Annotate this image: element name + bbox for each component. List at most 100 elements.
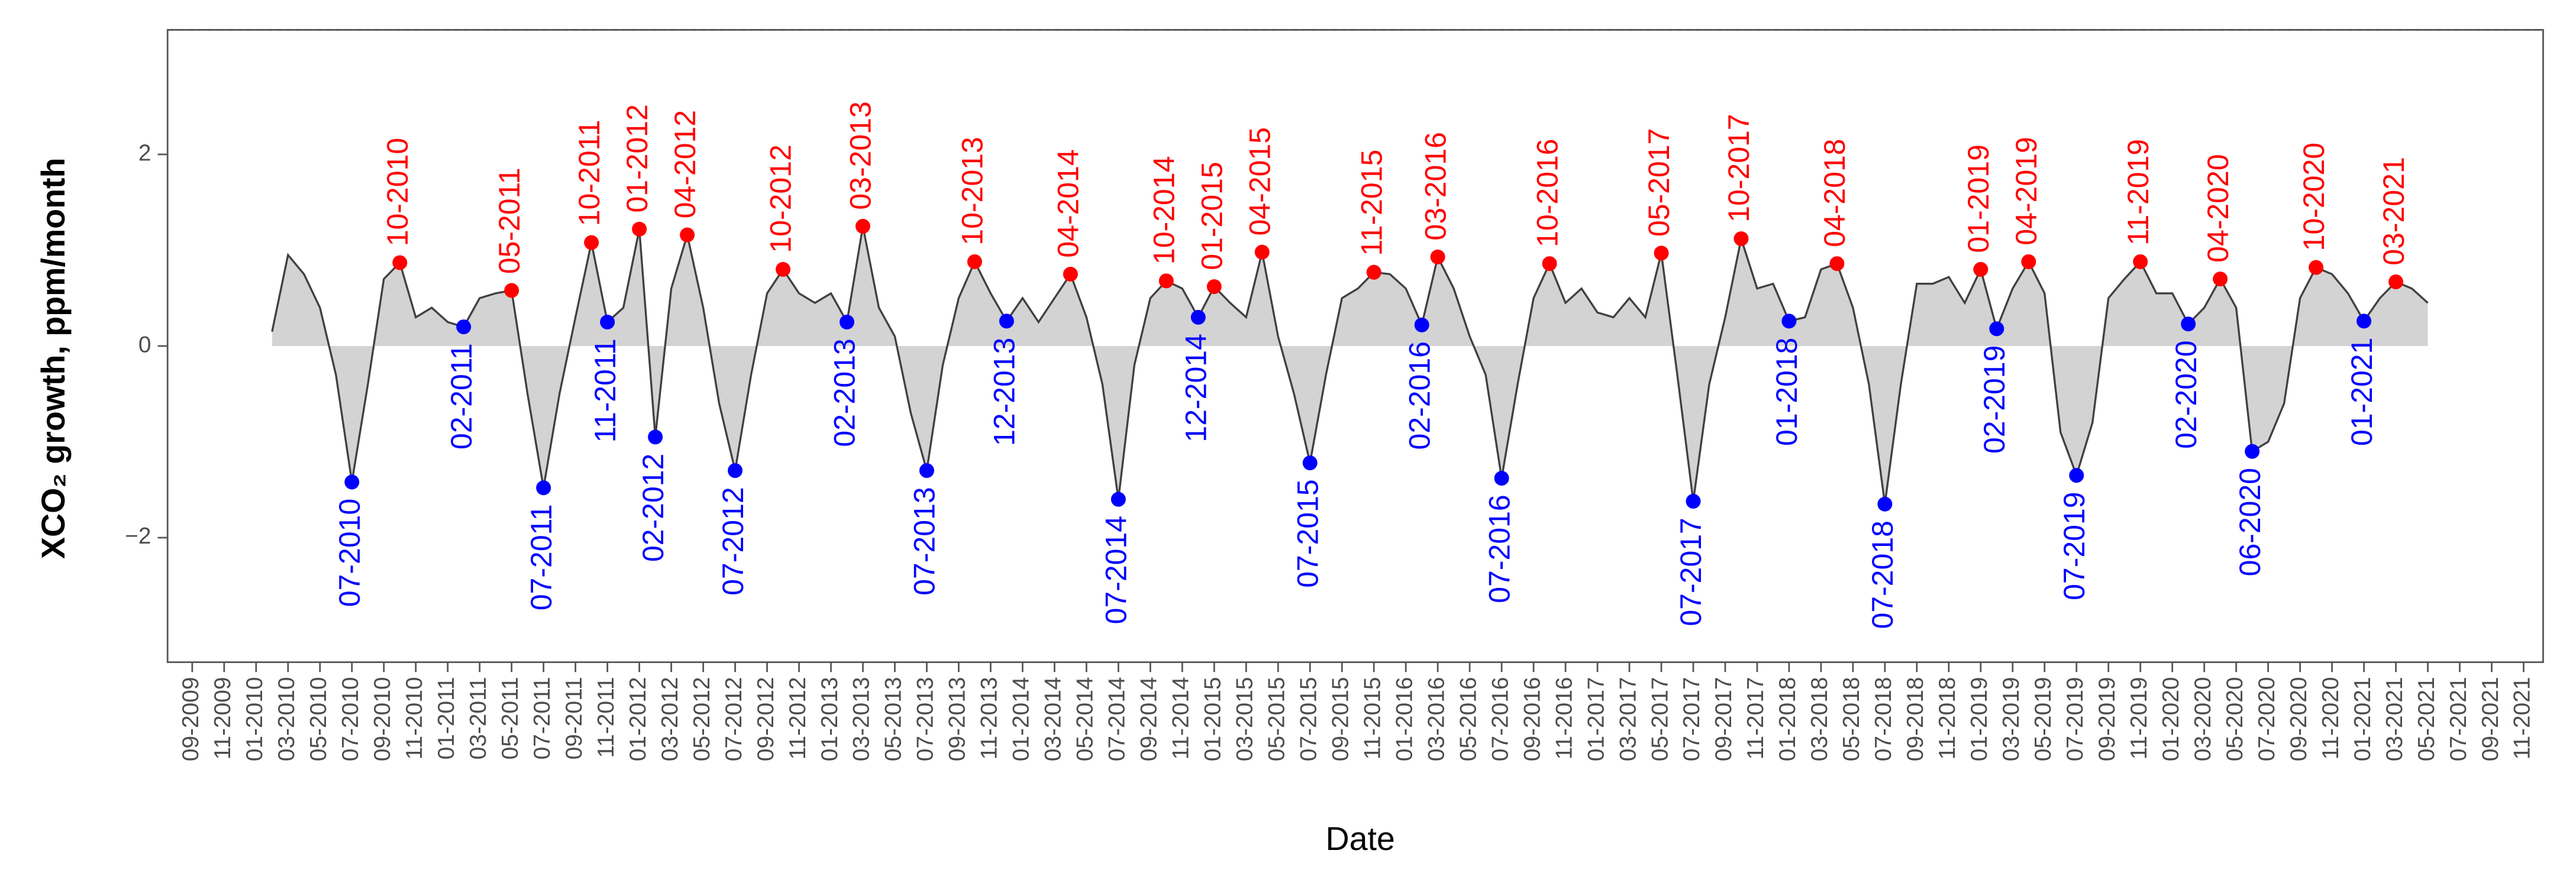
area-fill [272,226,2428,505]
x-tick-label: 09-2017 [1711,677,1736,762]
x-tick-label: 11-2009 [210,677,235,760]
peak-label: 03-2016 [1419,132,1452,240]
trough-marker [2357,313,2372,329]
x-tick-label: 05-2015 [1264,677,1289,762]
peak-marker [584,235,599,250]
x-tick-label: 03-2011 [466,677,491,760]
x-tick-label: 11-2020 [2318,677,2343,760]
x-tick-label: 05-2012 [689,677,715,762]
peak-marker [2213,271,2228,287]
x-tick-label: 01-2019 [1967,677,1992,762]
peak-label: 03-2021 [2377,157,2410,265]
trough-marker [600,315,615,330]
x-tick-label: 03-2018 [1807,677,1832,762]
x-tick-label: 11-2016 [1551,677,1577,760]
trough-marker [456,319,472,335]
x-tick-label: 05-2021 [2414,677,2439,762]
trough-label: 06-2020 [2233,468,2267,576]
trough-label: 07-2017 [1674,518,1707,626]
plot-area: −2 0 2 09-2009 11-2009 01-2010 03-2010 05-2010 0… [125,101,2535,761]
x-tick-label: 03-2017 [1615,677,1641,762]
line [271,226,2429,505]
trough-marker [1302,455,1318,471]
x-tick-label: 05-2016 [1455,677,1481,762]
peak-marker [1366,264,1381,280]
trough-marker [1686,493,1701,509]
peak-marker [1254,244,1270,260]
x-tick-label: 09-2015 [1328,677,1353,762]
x-tick-label: 09-2012 [753,677,779,762]
peak-marker [1654,245,1669,261]
trough-label: 01-2018 [1770,338,1803,446]
peak-label: 11-2019 [2122,139,2155,245]
peak-marker [1063,267,1078,282]
peak-marker [1158,273,1174,289]
x-tick-label: 01-2017 [1583,677,1609,762]
y-tick-label: 2 [138,140,151,166]
peak-label: 01-2015 [1195,161,1228,270]
x-tick-label: 01-2013 [817,677,842,762]
x-tick-label: 07-2014 [1105,677,1130,762]
x-tick-label: 11-2021 [2510,677,2535,760]
peak-marker [392,255,408,270]
x-tick-label: 07-2017 [1679,677,1705,762]
x-tick-label: 07-2013 [913,677,938,762]
peak-marker [1542,256,1557,271]
trough-label: 07-2013 [908,487,941,595]
x-tick-label: 01-2016 [1392,677,1417,762]
trough-marker [839,315,854,330]
trough-label: 02-2013 [828,338,861,447]
trough-marker [1111,492,1126,507]
x-tick-label: 09-2019 [2094,677,2120,762]
x-tick-label: 11-2010 [402,677,427,760]
y-axis-label: XCO₂ growth, ppm/month [35,158,72,559]
trough-marker [1494,471,1509,486]
peak-label: 10-2012 [764,144,798,253]
x-tick-label: 07-2021 [2446,677,2471,762]
x-tick-label: 03-2020 [2190,677,2216,762]
x-axis-label: Date [1326,820,1395,857]
x-tick-label: 09-2014 [1137,677,1162,762]
peak-label: 05-2011 [493,168,526,274]
peak-marker [504,283,519,298]
x-tick-label: 09-2018 [1903,677,1928,762]
peak-label: 10-2011 [573,120,606,227]
y-tick-label: −2 [125,523,151,549]
x-tick-label: 11-2017 [1743,677,1768,760]
peak-label: 01-2019 [1962,144,1995,253]
trough-marker [1877,496,1893,512]
trough-label: 07-2018 [1866,521,1899,629]
peak-marker [680,227,695,243]
peak-label: 04-2014 [1052,149,1085,257]
x-tick-label: 03-2016 [1423,677,1449,762]
trough-marker [728,463,743,479]
x-tick-label: 07-2015 [1296,677,1321,762]
x-tick-label: 05-2011 [498,677,523,760]
trough-label: 01-2021 [2345,338,2378,446]
x-tick-label: 09-2010 [370,677,395,762]
x-tick-label: 05-2018 [1839,677,1864,762]
trough-marker [1781,313,1797,329]
x-tick-label: 09-2020 [2286,677,2312,762]
x-tick-label: 01-2020 [2158,677,2184,762]
x-tick-label: 07-2020 [2254,677,2280,762]
trough-marker [2245,444,2260,459]
trough-label: 07-2019 [2058,492,2091,600]
peak-label: 03-2013 [844,101,877,209]
y-tick-label: 0 [138,332,151,357]
x-tick-label: 07-2016 [1487,677,1513,762]
peak-label: 10-2010 [381,138,414,246]
trough-marker [999,313,1014,329]
trough-marker [1190,309,1206,325]
peak-label: 10-2014 [1147,156,1180,264]
x-tick-label: 07-2012 [721,677,747,762]
x-tick-label: 01-2014 [1009,677,1034,762]
trough-marker [2181,316,2196,332]
trough-marker [1414,317,1429,332]
trough-label: 02-2019 [1978,345,2011,454]
x-tick-label: 11-2011 [593,677,619,758]
trough-label: 07-2016 [1483,494,1516,603]
peak-label: 04-2020 [2201,154,2235,262]
peak-label: 10-2020 [2297,143,2330,251]
